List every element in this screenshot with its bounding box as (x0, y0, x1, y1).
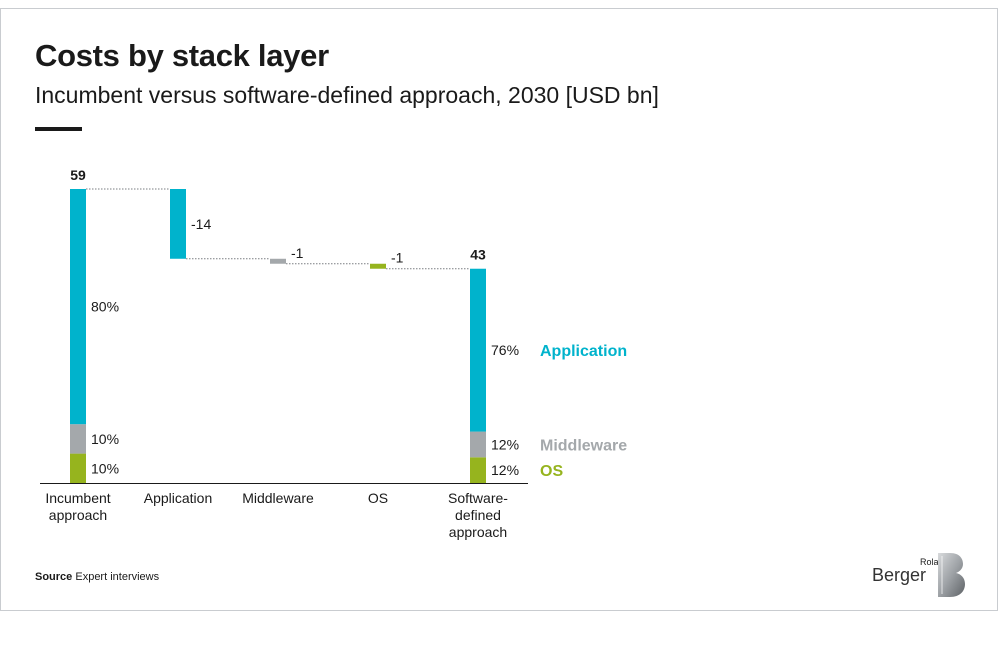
roland-berger-logo: Roland Berger (872, 553, 972, 599)
category-label: approach (49, 507, 107, 523)
segment-share-label: 12% (491, 462, 519, 478)
category-label: approach (449, 524, 507, 540)
bar-segment-os (70, 453, 86, 483)
segment-share-label: 76% (491, 342, 519, 358)
source-note: Source Expert interviews (35, 571, 159, 583)
delta-value-label: -14 (191, 216, 211, 232)
chart-title: Costs by stack layer (35, 38, 329, 73)
category-label: Software- (448, 490, 508, 506)
source-text: Expert interviews (75, 571, 160, 583)
total-value-label: 43 (470, 247, 486, 263)
delta-bar-os (370, 263, 386, 269)
source-label: Source (35, 571, 73, 583)
bar-segment-os (470, 457, 486, 483)
category-label: Incumbent (45, 490, 110, 506)
category-label: Application (144, 490, 213, 506)
segment-share-label: 10% (91, 460, 119, 476)
delta-value-label: -1 (291, 245, 304, 261)
category-label: Middleware (242, 490, 314, 506)
segment-share-label: 10% (91, 431, 119, 447)
bar-segment-application (70, 189, 86, 425)
chart-subtitle: Incumbent versus software-defined approa… (35, 82, 659, 108)
bar-segment-middleware (70, 424, 86, 454)
bar-segment-middleware (470, 431, 486, 458)
total-value-label: 59 (70, 167, 86, 183)
delta-bar-middleware (270, 258, 286, 264)
logo-b-icon (938, 553, 965, 597)
legend-os: OS (540, 463, 563, 480)
title-rule (35, 127, 82, 131)
chart-card (0, 8, 998, 611)
logo-text-roland: Roland (920, 557, 949, 567)
legend-application: Application (540, 343, 627, 360)
delta-bar-application (170, 189, 186, 259)
segment-share-label: 80% (91, 299, 119, 315)
bar-segment-application (470, 268, 486, 432)
legend-middleware: Middleware (540, 437, 627, 454)
category-label: defined (455, 507, 501, 523)
category-label: OS (368, 490, 388, 506)
delta-value-label: -1 (391, 250, 404, 266)
segment-share-label: 12% (491, 436, 519, 452)
logo-text-berger: Berger (872, 565, 927, 585)
